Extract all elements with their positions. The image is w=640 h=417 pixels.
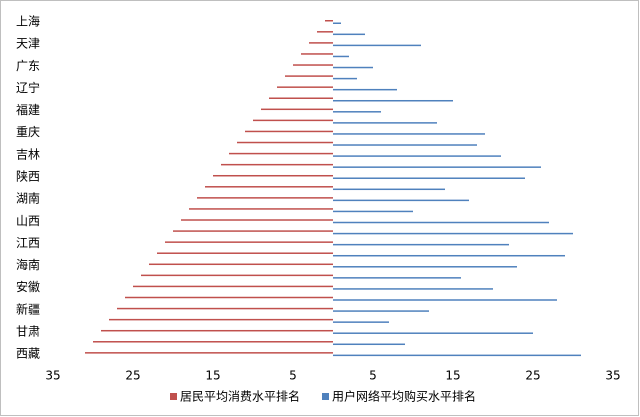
bar [333,332,533,334]
y-tick-label: 广东 [16,59,40,73]
y-tick-label: 陕西 [16,168,40,183]
bar [333,66,373,69]
bar [85,352,333,354]
bar [181,219,333,221]
bar [245,130,333,133]
bar [333,99,453,102]
x-tick-label: 25 [525,369,540,383]
bar [333,144,477,146]
y-tick-label: 甘肃 [16,324,40,338]
bar [309,42,333,44]
x-tick-label: 35 [605,369,620,383]
x-tick-label: 25 [125,369,140,383]
y-tick-label: 重庆 [16,125,40,139]
y-tick-label: 海南 [16,257,40,272]
bar [253,119,333,122]
bar [333,177,525,179]
bar [133,285,333,288]
bar [333,277,461,279]
bar [333,232,573,235]
bar [333,166,541,168]
y-tick-label: 辽宁 [16,80,40,95]
x-tick-label: 15 [205,369,220,383]
bar [333,44,421,47]
x-tick-label: 35 [45,369,60,383]
bar [333,299,557,301]
bar [165,241,333,243]
y-tick-label: 新疆 [16,301,40,316]
bar [293,64,333,66]
bar [221,163,333,166]
bar [333,33,365,36]
bar [333,22,341,24]
bar [333,354,581,357]
bar [333,155,501,157]
x-tick-label: 5 [369,369,377,383]
bar [157,252,333,254]
bar [93,341,333,343]
bar [277,86,333,88]
y-tick-label: 天津 [16,37,40,51]
bar [333,111,381,113]
legend-swatch [170,393,177,400]
legend-label: 居民平均消费水平排名 [180,389,300,404]
y-tick-label: 福建 [16,102,40,117]
x-tick-label: 15 [445,369,460,383]
bar [333,55,349,58]
bar [333,77,357,80]
bar [237,141,333,144]
y-tick-label: 湖南 [16,191,40,206]
bar [333,321,389,323]
bar [197,197,333,199]
y-tick-label: 西藏 [16,347,40,361]
bar [173,230,333,232]
y-tick-label: 安徽 [16,279,40,294]
bar [117,307,333,310]
bar [325,20,333,22]
bar [333,188,445,191]
bar [141,274,333,277]
bar [301,53,333,55]
bar [285,75,333,77]
bar [261,108,333,111]
bar [333,133,485,135]
bar [333,199,469,202]
bar [109,318,333,321]
bar [333,310,429,312]
legend-swatch [322,393,329,400]
bar [333,221,549,224]
bar [317,31,333,33]
y-tick-label: 江西 [16,236,40,250]
bar [229,152,333,155]
bar [333,243,509,246]
bar [205,186,333,188]
bar [333,254,565,257]
bar [149,263,333,266]
bar [333,88,397,91]
bar [189,208,333,210]
bar [269,97,333,99]
bar [125,296,333,299]
bar [333,343,405,346]
x-tick-label: 5 [289,369,297,383]
bar [333,122,437,124]
y-tick-label: 上海 [16,14,40,29]
bar [333,210,413,213]
bar [333,288,493,290]
bar [213,174,333,177]
bar [101,329,333,332]
y-tick-label: 吉林 [16,147,40,161]
y-tick-label: 山西 [16,214,40,228]
bar [333,266,517,268]
legend-label: 用户网络平均购买水平排名 [332,389,476,404]
